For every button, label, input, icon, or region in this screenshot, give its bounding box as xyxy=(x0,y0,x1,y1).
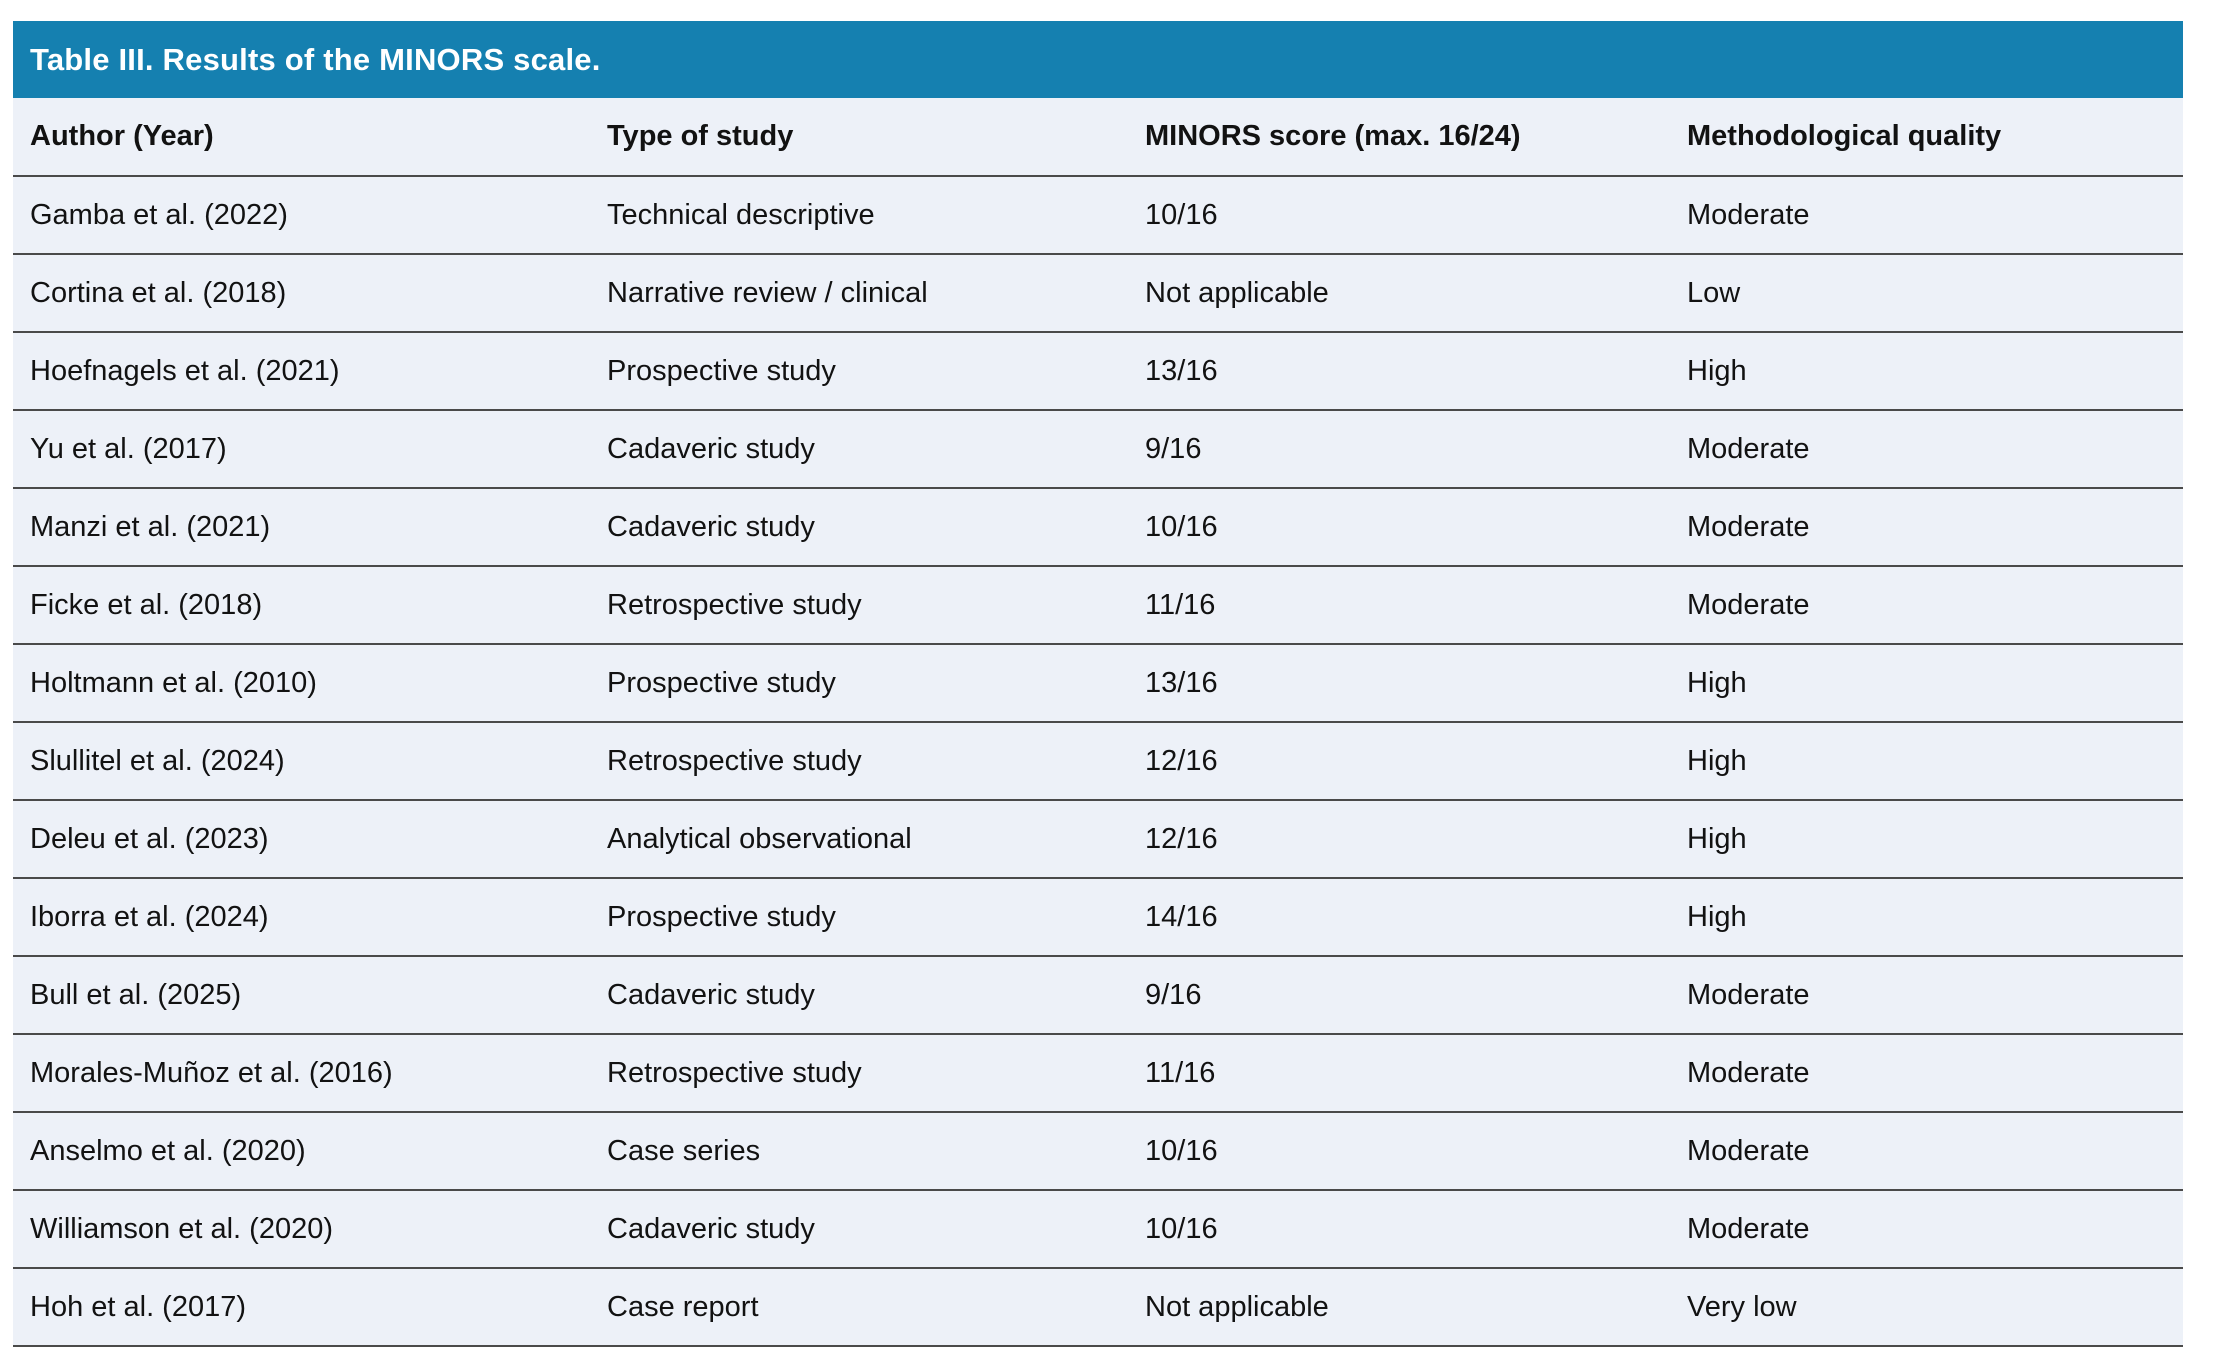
table-cell: 11/16 xyxy=(1145,588,1216,621)
table-cell: 10/16 xyxy=(1145,1134,1218,1167)
table-row: Cortina et al. (2018) Narrative review / … xyxy=(13,255,2183,333)
table-cell: Prospective study xyxy=(607,666,836,699)
table-cell: Retrospective study xyxy=(607,588,862,621)
table-cell: Moderate xyxy=(1687,588,1810,621)
column-header-minors-score: MINORS score (max. 16/24) xyxy=(1145,120,1521,153)
table-cell: 10/16 xyxy=(1145,1212,1218,1245)
table-row: Bull et al. (2025) Cadaveric study 9/16 Mod… xyxy=(13,957,2183,1035)
table-cell: Cortina et al. (2018) xyxy=(30,276,287,309)
table-cell: 12/16 xyxy=(1145,822,1218,855)
table-header-row: Author (Year) Type of study MINORS score… xyxy=(13,98,2183,177)
minors-results-table: Table III. Results of the MINORS scale. … xyxy=(13,21,2183,1347)
table-cell: High xyxy=(1687,744,1747,777)
column-header-type-of-study: Type of study xyxy=(607,120,794,153)
table-cell: Hoh et al. (2017) xyxy=(30,1290,247,1323)
table-row: Ficke et al. (2018) Retrospective study 11… xyxy=(13,567,2183,645)
table-cell: Cadaveric study xyxy=(607,1212,815,1245)
column-header-author: Author (Year) xyxy=(30,120,214,153)
table-body: Gamba et al. (2022) Technical descriptive… xyxy=(13,177,2183,1347)
table-cell: 9/16 xyxy=(1145,432,1202,465)
table-row: Morales-Muñoz et al. (2016) Retrospective… xyxy=(13,1035,2183,1113)
table-row: Holtmann et al. (2010) Prospective study 1… xyxy=(13,645,2183,723)
table-row: Iborra et al. (2024) Prospective study 14/… xyxy=(13,879,2183,957)
table-cell: Moderate xyxy=(1687,1056,1810,1089)
table-cell: Hoefnagels et al. (2021) xyxy=(30,354,340,387)
table-cell: Cadaveric study xyxy=(607,978,815,1011)
table-cell: 13/16 xyxy=(1145,354,1218,387)
table-cell: Gamba et al. (2022) xyxy=(30,198,288,231)
table-cell: Holtmann et al. (2010) xyxy=(30,666,317,699)
table-cell: Morales-Muñoz et al. (2016) xyxy=(30,1056,393,1089)
table-cell: Moderate xyxy=(1687,1134,1810,1167)
table-cell: Moderate xyxy=(1687,198,1810,231)
table-cell: 9/16 xyxy=(1145,978,1202,1011)
table-cell: Low xyxy=(1687,276,1741,309)
table-cell: Prospective study xyxy=(607,354,836,387)
table-cell: 10/16 xyxy=(1145,510,1218,543)
table-cell: Bull et al. (2025) xyxy=(30,978,242,1011)
table-cell: Case series xyxy=(607,1134,761,1167)
table-row: Gamba et al. (2022) Technical descriptive… xyxy=(13,177,2183,255)
table-cell: Manzi et al. (2021) xyxy=(30,510,271,543)
table-cell: Anselmo et al. (2020) xyxy=(30,1134,306,1167)
table-cell: Technical descriptive xyxy=(607,198,875,231)
table-cell: High xyxy=(1687,666,1747,699)
table-row: Hoh et al. (2017) Case report Not applicab… xyxy=(13,1269,2183,1347)
table-row: Williamson et al. (2020) Cadaveric study 1… xyxy=(13,1191,2183,1269)
table-cell: Not applicable xyxy=(1145,1290,1329,1323)
table-row: Slullitel et al. (2024) Retrospective stu… xyxy=(13,723,2183,801)
table-cell: 13/16 xyxy=(1145,666,1218,699)
table-cell: 10/16 xyxy=(1145,198,1218,231)
table-cell: Narrative review / clinical xyxy=(607,276,928,309)
column-header-methodological-quality: Methodological quality xyxy=(1687,120,2002,153)
table-row: Yu et al. (2017) Cadaveric study 9/16 Moder… xyxy=(13,411,2183,489)
table-cell: Cadaveric study xyxy=(607,432,815,465)
table-cell: High xyxy=(1687,900,1747,933)
table-cell: Moderate xyxy=(1687,432,1810,465)
table-cell: Analytical observational xyxy=(607,822,912,855)
table-cell: Moderate xyxy=(1687,510,1810,543)
table-title-bar: Table III. Results of the MINORS scale. xyxy=(13,21,2183,98)
table-row: Anselmo et al. (2020) Case series 10/16 Mod… xyxy=(13,1113,2183,1191)
table-cell: Cadaveric study xyxy=(607,510,815,543)
table-cell: High xyxy=(1687,822,1747,855)
table-cell: Iborra et al. (2024) xyxy=(30,900,269,933)
table-cell: Retrospective study xyxy=(607,1056,862,1089)
table-cell: Not applicable xyxy=(1145,276,1329,309)
table-title: Table III. Results of the MINORS scale. xyxy=(30,41,601,77)
table-cell: Moderate xyxy=(1687,1212,1810,1245)
table-cell: Moderate xyxy=(1687,978,1810,1011)
table-cell: High xyxy=(1687,354,1747,387)
table-cell: Ficke et al. (2018) xyxy=(30,588,263,621)
table-cell: Williamson et al. (2020) xyxy=(30,1212,333,1245)
table-row: Manzi et al. (2021) Cadaveric study 10/16 M… xyxy=(13,489,2183,567)
table-row: Hoefnagels et al. (2021) Prospective stud… xyxy=(13,333,2183,411)
table-cell: Very low xyxy=(1687,1290,1797,1323)
table-cell: 14/16 xyxy=(1145,900,1218,933)
table-cell: Prospective study xyxy=(607,900,836,933)
table-cell: 12/16 xyxy=(1145,744,1218,777)
table-row: Deleu et al. (2023) Analytical observatio… xyxy=(13,801,2183,879)
table-cell: Case report xyxy=(607,1290,759,1323)
table-cell: Yu et al. (2017) xyxy=(30,432,227,465)
table-cell: 11/16 xyxy=(1145,1056,1216,1089)
table-cell: Deleu et al. (2023) xyxy=(30,822,269,855)
table-cell: Retrospective study xyxy=(607,744,862,777)
table-cell: Slullitel et al. (2024) xyxy=(30,744,285,777)
